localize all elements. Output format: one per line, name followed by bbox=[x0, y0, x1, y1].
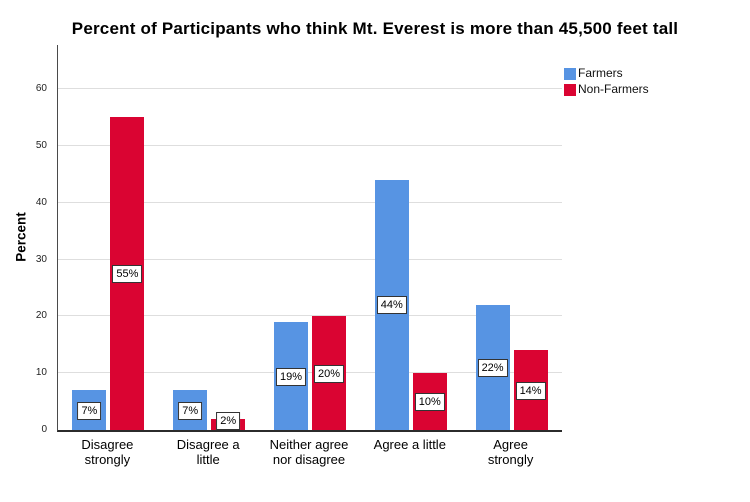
bar-group-disagree-strongly: 7% 55% bbox=[58, 45, 159, 430]
value-label-non-farmers-disagree-strongly: 55% bbox=[112, 265, 143, 284]
value-label-farmers-agree-a-little: 44% bbox=[376, 296, 407, 315]
x-label-agree-a-little: Agree a little bbox=[373, 437, 446, 452]
legend-label-farmers: Farmers bbox=[578, 66, 623, 80]
bar-farmers-disagree-a-little: 7% bbox=[173, 390, 208, 430]
x-axis-category-labels: Disagree strongly Disagree a little Neithe… bbox=[57, 437, 561, 467]
legend-swatch-non-farmers bbox=[564, 83, 576, 96]
y-tick-10: 10 bbox=[35, 367, 47, 379]
legend-item-non-farmers: Non-Farmers bbox=[564, 83, 649, 96]
bar-group-neither-agree-nor-disagree: 19% 20% bbox=[260, 45, 361, 430]
value-label-non-farmers-agree-strongly: 14% bbox=[515, 381, 546, 400]
x-label-neither-agree-nor-disagree: Neither agree nor disagree bbox=[269, 437, 349, 467]
value-label-farmers-disagree-strongly: 7% bbox=[77, 401, 102, 420]
value-label-non-farmers-neither-agree-nor-disagree: 20% bbox=[313, 364, 344, 383]
y-tick-20: 20 bbox=[35, 310, 47, 322]
value-label-non-farmers-agree-a-little: 10% bbox=[414, 393, 445, 412]
chart-title: Percent of Participants who think Mt. Ev… bbox=[71, 19, 679, 38]
legend-label-non-farmers: Non-Farmers bbox=[578, 82, 649, 96]
bar-non-farmers-agree-a-little: 10% bbox=[412, 373, 447, 430]
bar-non-farmers-disagree-strongly: 55% bbox=[110, 117, 145, 430]
y-axis-tick-labels: 0 10 20 30 40 50 60 bbox=[0, 45, 52, 435]
bar-group-disagree-a-little: 7% 2% bbox=[159, 45, 260, 430]
bar-group-agree-a-little: 44% 10% bbox=[360, 45, 461, 430]
plot-area: 7% 55% 7% 2% 19% 20% 44% 10% 22% 14% bbox=[57, 45, 562, 432]
y-tick-50: 50 bbox=[35, 139, 47, 151]
x-label-disagree-a-little: Disagree a little bbox=[176, 437, 240, 467]
value-label-farmers-disagree-a-little: 7% bbox=[178, 401, 203, 420]
bar-group-agree-strongly: 22% 14% bbox=[461, 45, 562, 430]
value-label-non-farmers-disagree-a-little: 2% bbox=[216, 412, 241, 430]
legend-item-farmers: Farmers bbox=[564, 67, 649, 80]
bar-non-farmers-disagree-a-little: 2% bbox=[211, 412, 246, 430]
bar-non-farmers-neither-agree-nor-disagree: 20% bbox=[311, 316, 346, 430]
gridline-40 bbox=[58, 201, 562, 203]
bar-groups: 7% 55% 7% 2% 19% 20% 44% 10% 22% 14% bbox=[58, 45, 562, 430]
gridline-30 bbox=[58, 258, 562, 260]
value-label-farmers-agree-strongly: 22% bbox=[477, 358, 508, 377]
bar-farmers-disagree-strongly: 7% bbox=[72, 390, 107, 430]
legend: Farmers Non-Farmers bbox=[564, 67, 649, 99]
x-label-disagree-strongly: Disagree strongly bbox=[81, 437, 134, 467]
gridline-50 bbox=[58, 144, 562, 146]
bar-farmers-neither-agree-nor-disagree: 19% bbox=[273, 322, 308, 430]
legend-swatch-farmers bbox=[564, 67, 576, 80]
bar-farmers-agree-strongly: 22% bbox=[475, 304, 510, 430]
y-tick-40: 40 bbox=[35, 196, 47, 208]
gridline-20 bbox=[58, 315, 562, 317]
gridline-60 bbox=[58, 88, 562, 90]
y-tick-30: 30 bbox=[35, 253, 47, 265]
bar-farmers-agree-a-little: 44% bbox=[374, 179, 409, 430]
y-tick-60: 60 bbox=[35, 83, 47, 95]
y-tick-0: 0 bbox=[41, 424, 47, 435]
gridline-10 bbox=[58, 372, 562, 374]
value-label-farmers-neither-agree-nor-disagree: 19% bbox=[275, 367, 306, 386]
x-label-agree-strongly: Agree strongly bbox=[487, 437, 534, 467]
bar-non-farmers-agree-strongly: 14% bbox=[513, 350, 548, 430]
